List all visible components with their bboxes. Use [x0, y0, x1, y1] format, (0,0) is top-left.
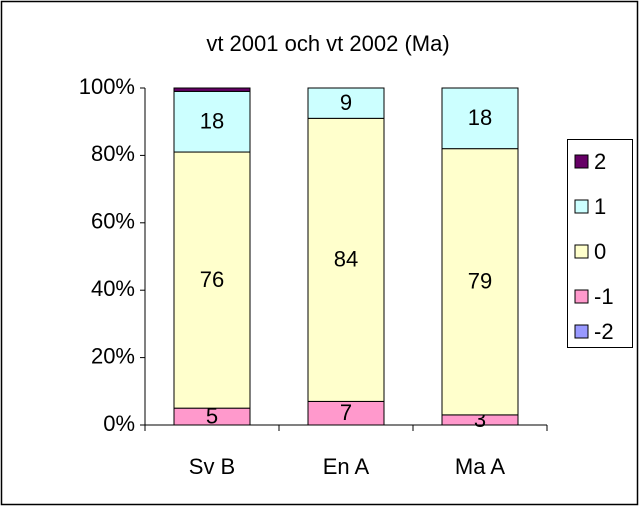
- y-tick-label: 80%: [91, 141, 135, 166]
- data-label: 5: [206, 403, 218, 428]
- legend-swatch: [574, 154, 589, 169]
- chart-title: vt 2001 och vt 2002 (Ma): [206, 31, 449, 56]
- bar-segment: [441, 87, 519, 150]
- legend-label: -1: [594, 284, 614, 309]
- legend-label: 0: [594, 239, 606, 264]
- bar-segment: [173, 151, 251, 409]
- y-tick-label: 60%: [91, 209, 135, 234]
- bar-segment: [307, 117, 385, 402]
- data-label: 18: [200, 109, 224, 134]
- y-tick-label: 40%: [91, 276, 135, 301]
- y-tick-label: 0%: [103, 411, 135, 436]
- bar-segment: [173, 90, 251, 153]
- legend-label: 2: [594, 149, 606, 174]
- bar-segment: [307, 87, 385, 119]
- legend-swatch: [574, 289, 589, 304]
- bar-segment: [173, 87, 251, 92]
- legend-swatch: [574, 244, 589, 259]
- data-label: 79: [468, 269, 492, 294]
- data-label: 9: [340, 90, 352, 115]
- legend-swatch: [574, 199, 589, 214]
- legend-label: 1: [594, 194, 606, 219]
- data-label: 7: [340, 400, 352, 425]
- x-tick-label: En A: [323, 454, 370, 479]
- x-tick-label: Sv B: [189, 454, 235, 479]
- data-label: 84: [334, 247, 358, 272]
- legend-label: -2: [594, 319, 614, 344]
- data-label: 76: [200, 267, 224, 292]
- data-label: 18: [468, 105, 492, 130]
- legend-box: [567, 139, 633, 348]
- y-tick-label: 100%: [79, 74, 135, 99]
- x-tick-label: Ma A: [455, 454, 505, 479]
- y-tick-label: 20%: [91, 343, 135, 368]
- legend-swatch: [574, 324, 589, 339]
